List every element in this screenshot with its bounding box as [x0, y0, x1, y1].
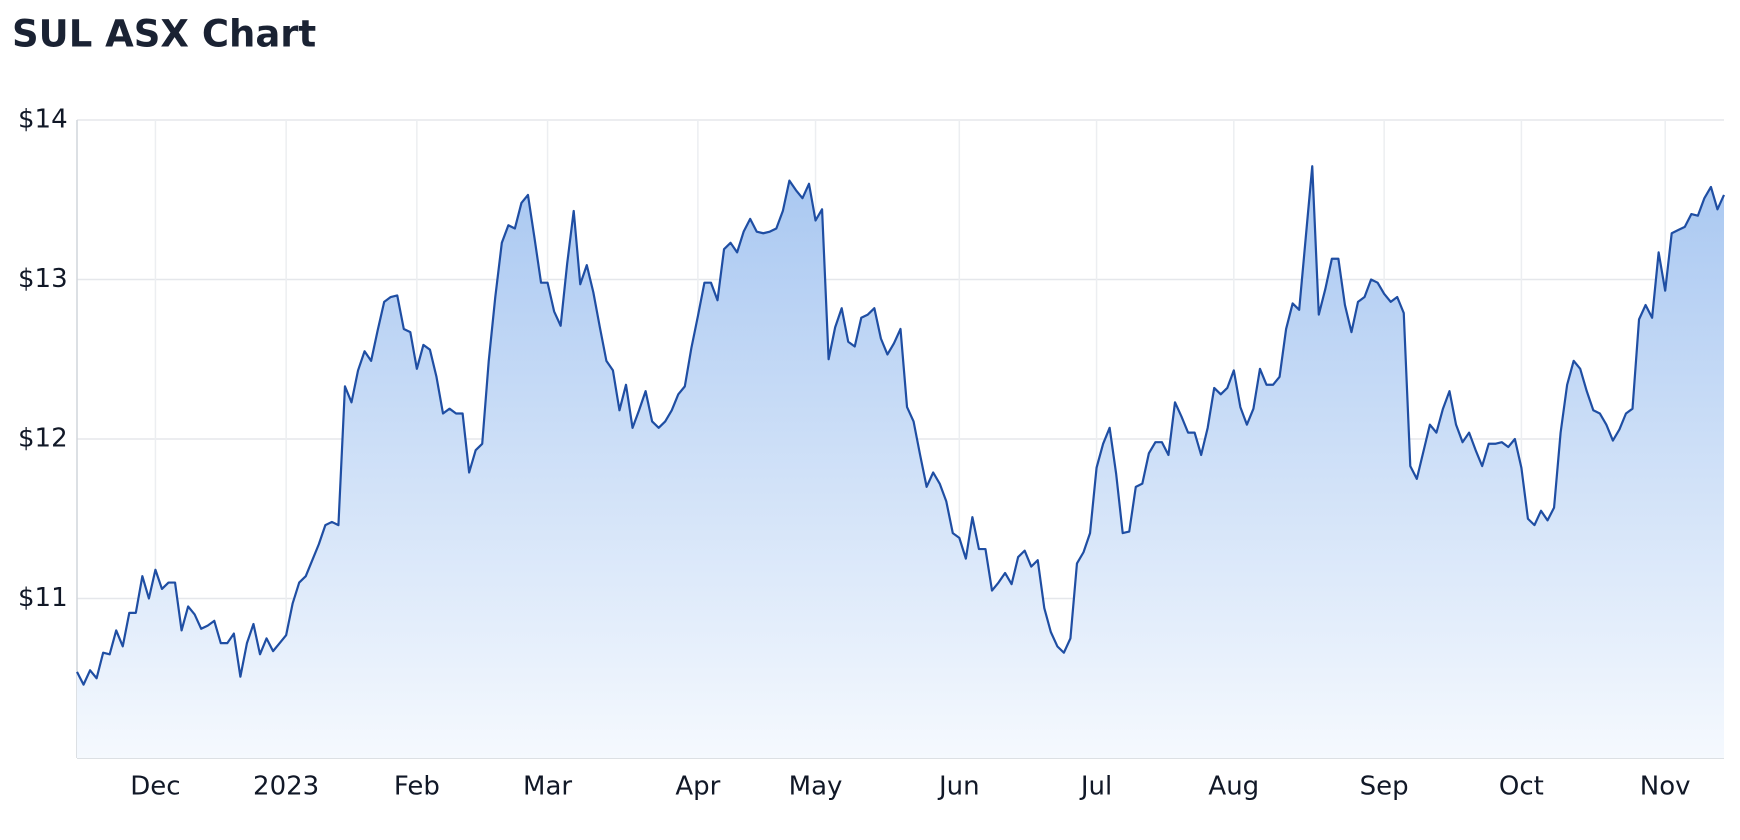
- area-fill: [77, 166, 1724, 758]
- x-tick-label: Dec: [130, 772, 180, 802]
- x-tick-label: Nov: [1640, 772, 1691, 802]
- y-tick-label: $11: [18, 583, 68, 613]
- y-tick-label: $13: [18, 264, 68, 294]
- x-tick-label: May: [789, 772, 843, 802]
- x-tick-label: Mar: [523, 772, 572, 802]
- x-tick-label: Jul: [1079, 772, 1112, 802]
- x-tick-label: 2023: [253, 772, 319, 802]
- x-tick-label: Apr: [675, 772, 720, 802]
- x-tick-label: Oct: [1499, 772, 1544, 802]
- x-tick-label: Sep: [1360, 772, 1409, 802]
- price-line: [76, 165, 1726, 686]
- x-tick-label: Feb: [394, 772, 440, 802]
- y-tick-label: $14: [18, 105, 68, 135]
- x-tick-label: Aug: [1208, 772, 1259, 802]
- y-tick-label: $12: [18, 424, 68, 454]
- x-tick-label: Jun: [937, 772, 980, 802]
- chart-title: SUL ASX Chart: [12, 13, 316, 56]
